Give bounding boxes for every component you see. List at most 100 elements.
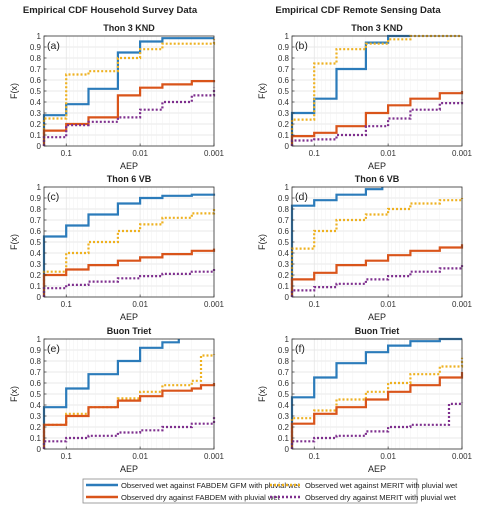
y-tick-label: 0.4 bbox=[30, 401, 42, 410]
y-tick-label: 1 bbox=[285, 335, 290, 344]
panel-label: (a) bbox=[47, 40, 60, 52]
y-tick-label: 0.7 bbox=[30, 368, 42, 377]
y-axis-label: F(x) bbox=[257, 386, 267, 402]
y-tick-label: 0.3 bbox=[278, 260, 290, 269]
y-tick-label: 0.4 bbox=[30, 98, 42, 107]
y-tick-label: 0.8 bbox=[278, 54, 290, 63]
series-line-3 bbox=[42, 268, 216, 297]
x-axis-label: AEP bbox=[120, 312, 138, 322]
y-tick-label: 0.5 bbox=[30, 390, 42, 399]
panel-0: Thon 3 KND 0 0.1 0.2 0.3 0.4 0.5 0.6 0.7 0.8 0.9 1 0… bbox=[9, 23, 225, 171]
series-line-2 bbox=[290, 372, 464, 449]
y-tick-label: 1 bbox=[37, 32, 42, 41]
x-axis-label: AEP bbox=[120, 161, 138, 171]
y-tick-label: 0.7 bbox=[278, 216, 290, 225]
x-tick-label: 0.001 bbox=[204, 300, 225, 309]
series-line-2 bbox=[290, 91, 464, 146]
series-line-3 bbox=[42, 87, 216, 146]
y-tick-label: 0.2 bbox=[30, 120, 42, 129]
x-tick-label: 0.001 bbox=[452, 300, 473, 309]
y-tick-label: 0.6 bbox=[278, 227, 290, 236]
y-tick-label: 0.1 bbox=[278, 131, 290, 140]
y-tick-label: 0.5 bbox=[278, 390, 290, 399]
y-tick-label: 0.6 bbox=[30, 76, 42, 85]
y-tick-label: 0.4 bbox=[278, 249, 290, 258]
series-line-0 bbox=[290, 187, 384, 297]
panel-title: Thon 6 VB bbox=[107, 174, 152, 184]
y-tick-label: 0.5 bbox=[278, 87, 290, 96]
x-axis-label: AEP bbox=[368, 161, 386, 171]
x-tick-label: 0.001 bbox=[452, 149, 473, 158]
y-axis-label: F(x) bbox=[9, 386, 19, 402]
series-line-3 bbox=[290, 99, 464, 146]
y-tick-label: 0.5 bbox=[30, 238, 42, 247]
y-tick-label: 1 bbox=[285, 32, 290, 41]
x-tick-label: 0.1 bbox=[61, 452, 73, 461]
y-tick-label: 0.6 bbox=[30, 379, 42, 388]
y-tick-label: 1 bbox=[37, 183, 42, 192]
y-tick-label: 0.8 bbox=[278, 205, 290, 214]
panel-label: (b) bbox=[295, 40, 308, 52]
y-tick-label: 0.7 bbox=[30, 65, 42, 74]
panel-1: Thon 3 KND 0 0.1 0.2 0.3 0.4 0.5 0.6 0.7 0.8 0.9 1 0… bbox=[257, 23, 473, 171]
y-tick-label: 0.3 bbox=[30, 260, 42, 269]
y-tick-label: 0.7 bbox=[278, 65, 290, 74]
x-tick-label: 0.01 bbox=[132, 149, 148, 158]
panel-title: Thon 6 VB bbox=[355, 174, 400, 184]
y-tick-label: 0.6 bbox=[30, 227, 42, 236]
x-tick-label: 0.001 bbox=[204, 452, 225, 461]
series-line-2 bbox=[290, 244, 464, 297]
x-tick-label: 0.01 bbox=[132, 300, 148, 309]
y-tick-label: 0.9 bbox=[278, 43, 290, 52]
y-tick-label: 0.7 bbox=[30, 216, 42, 225]
x-tick-label: 0.1 bbox=[309, 300, 321, 309]
y-tick-label: 0.8 bbox=[30, 54, 42, 63]
panel-title: Thon 3 KND bbox=[103, 23, 155, 33]
y-tick-label: 0.2 bbox=[278, 271, 290, 280]
y-tick-label: 0.2 bbox=[278, 423, 290, 432]
legend-label-3: Observed dry against MERIT with pluvial … bbox=[305, 493, 457, 502]
y-tick-label: 1 bbox=[285, 183, 290, 192]
panel-4: Buon Triet 0 0.1 0.2 0.3 0.4 0.5 0.6 0.7 0.8 0.9 1 0… bbox=[9, 326, 225, 474]
y-tick-label: 0.3 bbox=[30, 412, 42, 421]
x-tick-label: 0.1 bbox=[309, 452, 321, 461]
x-tick-label: 0.1 bbox=[61, 300, 73, 309]
y-tick-label: 0.4 bbox=[278, 98, 290, 107]
y-tick-label: 0 bbox=[285, 445, 290, 454]
y-tick-label: 0.3 bbox=[278, 109, 290, 118]
series-line-1 bbox=[42, 39, 216, 146]
x-tick-label: 0.1 bbox=[309, 149, 321, 158]
x-tick-label: 0.001 bbox=[204, 149, 225, 158]
y-tick-label: 0 bbox=[37, 142, 42, 151]
series-line-1 bbox=[290, 34, 462, 146]
series-line-3 bbox=[42, 417, 216, 449]
panels: Thon 3 KND 0 0.1 0.2 0.3 0.4 0.5 0.6 0.7 0.8 0.9 1 0… bbox=[9, 23, 473, 474]
x-tick-label: 0.01 bbox=[380, 300, 396, 309]
y-axis-label: F(x) bbox=[9, 234, 19, 250]
x-tick-label: 0.01 bbox=[380, 452, 396, 461]
panel-title: Thon 3 KND bbox=[351, 23, 403, 33]
y-axis-label: F(x) bbox=[257, 83, 267, 99]
y-tick-label: 0.4 bbox=[278, 401, 290, 410]
panel-5: Buon Triet 0 0.1 0.2 0.3 0.4 0.5 0.6 0.7 0.8 0.9 1 0… bbox=[257, 326, 473, 474]
y-tick-label: 0.9 bbox=[30, 43, 42, 52]
series-line-1 bbox=[42, 209, 216, 297]
panel-2: Thon 6 VB 0 0.1 0.2 0.3 0.4 0.5 0.6 0.7 0.8 0.9 1 0.… bbox=[9, 174, 225, 322]
y-tick-label: 0.9 bbox=[278, 346, 290, 355]
y-tick-label: 0.9 bbox=[30, 194, 42, 203]
y-tick-label: 0.9 bbox=[30, 346, 42, 355]
y-tick-label: 0.2 bbox=[278, 120, 290, 129]
x-axis-label: AEP bbox=[120, 464, 138, 474]
y-tick-label: 0.4 bbox=[30, 249, 42, 258]
x-tick-label: 0.001 bbox=[452, 452, 473, 461]
y-tick-label: 0.3 bbox=[278, 412, 290, 421]
series-line-2 bbox=[42, 383, 216, 449]
y-tick-label: 0.1 bbox=[278, 434, 290, 443]
y-tick-label: 0.6 bbox=[278, 76, 290, 85]
y-tick-label: 0 bbox=[285, 142, 290, 151]
y-tick-label: 0.1 bbox=[30, 131, 42, 140]
panel-3: Thon 6 VB 0 0.1 0.2 0.3 0.4 0.5 0.6 0.7 0.8 0.9 1 0.… bbox=[257, 174, 473, 322]
x-axis-label: AEP bbox=[368, 312, 386, 322]
